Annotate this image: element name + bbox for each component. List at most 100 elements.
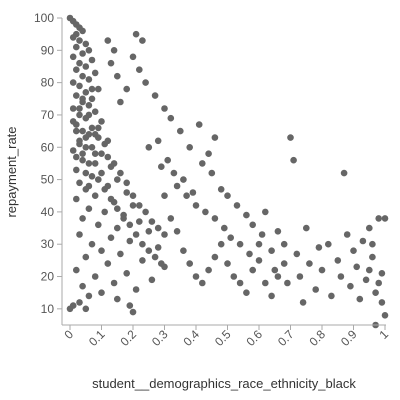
data-point: [85, 111, 93, 119]
data-point: [369, 253, 376, 261]
data-point: [104, 260, 112, 267]
x-tick-label: 0.8: [306, 327, 328, 349]
data-point: [85, 292, 93, 300]
data-point: [73, 127, 80, 135]
data-point: [170, 169, 178, 177]
data-point: [192, 202, 200, 209]
data-point: [129, 53, 137, 61]
data-point: [236, 240, 244, 248]
data-point: [381, 312, 389, 319]
data-point: [243, 211, 250, 219]
data-point: [79, 72, 86, 80]
data-point: [82, 89, 90, 96]
x-tick-label: 0.2: [117, 327, 139, 349]
data-point: [73, 195, 80, 203]
data-point: [95, 124, 102, 132]
y-tick-label: 40: [41, 205, 55, 219]
data-point: [79, 282, 86, 290]
x-axis-title: student__demographics_race_ethnicity_bla…: [92, 376, 356, 391]
data-point: [233, 202, 241, 209]
data-point: [217, 186, 225, 193]
data-point: [88, 124, 96, 132]
data-point: [315, 244, 323, 251]
data-point: [217, 240, 225, 248]
data-point: [369, 240, 376, 248]
data-point: [129, 192, 137, 199]
data-point: [154, 244, 162, 251]
data-point: [375, 215, 383, 222]
data-point: [69, 79, 77, 86]
data-point: [123, 270, 130, 277]
x-tick-label: 0.3: [149, 327, 171, 349]
data-point: [123, 189, 130, 196]
data-point: [205, 266, 212, 274]
data-point: [95, 85, 102, 93]
data-point: [91, 69, 99, 77]
data-point: [243, 289, 250, 297]
data-point: [73, 166, 80, 174]
data-point: [161, 192, 168, 199]
data-point: [91, 273, 99, 280]
data-point: [114, 176, 121, 183]
data-point: [79, 150, 86, 157]
data-point: [85, 205, 93, 212]
x-tick-label: 0.6: [243, 327, 265, 349]
data-point: [262, 279, 269, 287]
data-point: [101, 186, 108, 193]
data-point: [107, 234, 115, 241]
data-point: [183, 192, 190, 199]
data-point: [73, 66, 80, 73]
data-point: [202, 208, 209, 216]
data-point: [290, 156, 297, 164]
data-point: [88, 85, 96, 93]
data-point: [76, 111, 83, 119]
data-point: [85, 102, 93, 109]
data-point: [66, 305, 74, 313]
data-point: [98, 289, 105, 297]
data-point: [249, 266, 256, 274]
data-point: [142, 208, 149, 216]
y-axis-title: repayment_rate: [4, 126, 19, 217]
data-point: [353, 263, 361, 271]
data-point: [91, 160, 99, 167]
data-point: [82, 134, 90, 141]
data-point: [347, 282, 354, 290]
data-point: [136, 202, 143, 209]
data-point: [126, 237, 134, 245]
data-point: [136, 66, 143, 73]
y-tick-label: 60: [41, 140, 55, 154]
data-point: [88, 240, 96, 248]
data-point: [76, 37, 83, 44]
data-point: [154, 224, 162, 232]
data-point: [129, 308, 137, 316]
data-point: [148, 218, 156, 225]
data-point: [173, 228, 181, 235]
data-point: [123, 85, 130, 93]
data-point: [79, 50, 86, 57]
data-point: [73, 266, 80, 274]
data-point: [98, 247, 105, 254]
data-point: [284, 279, 291, 287]
y-tick-label: 90: [41, 43, 55, 57]
data-point: [76, 59, 83, 67]
data-point: [227, 234, 234, 241]
y-tick-label: 10: [41, 302, 55, 316]
data-point: [280, 240, 288, 248]
data-point: [79, 27, 86, 35]
data-point: [132, 30, 140, 38]
data-point: [73, 43, 80, 51]
data-point: [211, 253, 219, 261]
x-axis-ticks: 0 0.1 0.2 0.3 0.4 0.5 0.6 0.7 0.8 0.9 1: [61, 325, 391, 349]
data-point: [98, 169, 105, 177]
data-point: [337, 273, 345, 280]
data-point: [343, 231, 351, 238]
data-point: [107, 59, 115, 67]
points-layer: [66, 14, 389, 329]
data-point: [69, 118, 77, 125]
x-tick-label: 0.7: [275, 327, 297, 349]
data-point: [126, 302, 134, 309]
data-point: [161, 105, 168, 112]
data-point: [114, 72, 121, 80]
data-point: [366, 266, 373, 274]
data-point: [79, 156, 86, 164]
